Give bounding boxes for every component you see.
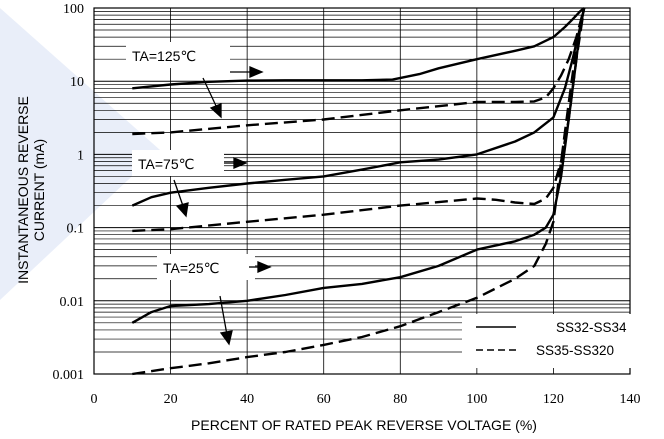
legend-box	[462, 314, 640, 368]
x-tick-label: 0	[91, 392, 98, 407]
y-axis-title-line2: CURRENT (mA)	[31, 139, 47, 241]
y-tick-label: 100	[63, 2, 84, 17]
arrow-head	[209, 103, 222, 119]
arrow-25-to-dashed	[219, 295, 228, 336]
y-tick-label: 0.001	[53, 368, 85, 383]
annotation-box	[132, 150, 224, 176]
y-tick-label: 1	[77, 148, 84, 163]
x-tick-label: 80	[393, 392, 407, 407]
x-tick-label: 20	[164, 392, 178, 407]
annotation-ta125: TA=125℃	[126, 42, 230, 68]
y-tick-labels: 0.001 0.01 0.1 1 10 100	[53, 2, 85, 383]
x-tick-label: 140	[620, 392, 641, 407]
y-tick-label: 0.01	[60, 295, 85, 310]
annotation-box	[157, 254, 255, 280]
plot-frame	[93, 7, 631, 375]
annotation-ta75: TA=75℃	[132, 150, 224, 176]
arrow-head	[233, 157, 248, 169]
legend-label-ss32: SS32-SS34	[556, 320, 627, 335]
annotation-label: TA=25℃	[163, 260, 219, 276]
series-line	[131, 7, 586, 207]
y-axis-title-line1: INSTANTANEOUS REVERSE	[15, 96, 31, 284]
legend-label-ss35: SS35-SS320	[536, 343, 614, 358]
arrow-head	[219, 330, 233, 346]
annotation-arrows	[173, 66, 272, 346]
x-tick-labels: 0 20 40 60 80 100 120 140	[91, 392, 641, 407]
series-line	[132, 7, 585, 90]
x-axis-title: PERCENT OF RATED PEAK REVERSE VOLTAGE (%…	[191, 417, 537, 433]
series-line	[131, 7, 586, 324]
arrow-head	[175, 202, 189, 218]
watermark-triangle	[0, 8, 160, 300]
series-layer	[131, 7, 586, 376]
annotation-ta25: TA=25℃	[157, 254, 255, 280]
series-line	[132, 7, 586, 136]
arrow-125-to-dashed	[202, 77, 218, 109]
legend: SS32-SS34 SS35-SS320	[462, 314, 640, 368]
y-tick-label: 0.1	[67, 222, 85, 237]
x-tick-label: 60	[317, 392, 331, 407]
annotation-label: TA=125℃	[132, 48, 196, 64]
x-tick-label: 100	[466, 392, 487, 407]
annotation-box	[126, 42, 230, 68]
y-tick-label: 10	[70, 75, 84, 90]
annotation-label: TA=75℃	[138, 156, 194, 172]
arrow-head	[249, 66, 264, 78]
series-line	[132, 7, 586, 376]
x-tick-label: 120	[543, 392, 564, 407]
y-axis-title: INSTANTANEOUS REVERSE CURRENT (mA)	[15, 96, 47, 284]
x-tick-label: 40	[240, 392, 254, 407]
arrow-75-to-dashed	[173, 179, 184, 207]
arrow-head	[257, 261, 272, 273]
